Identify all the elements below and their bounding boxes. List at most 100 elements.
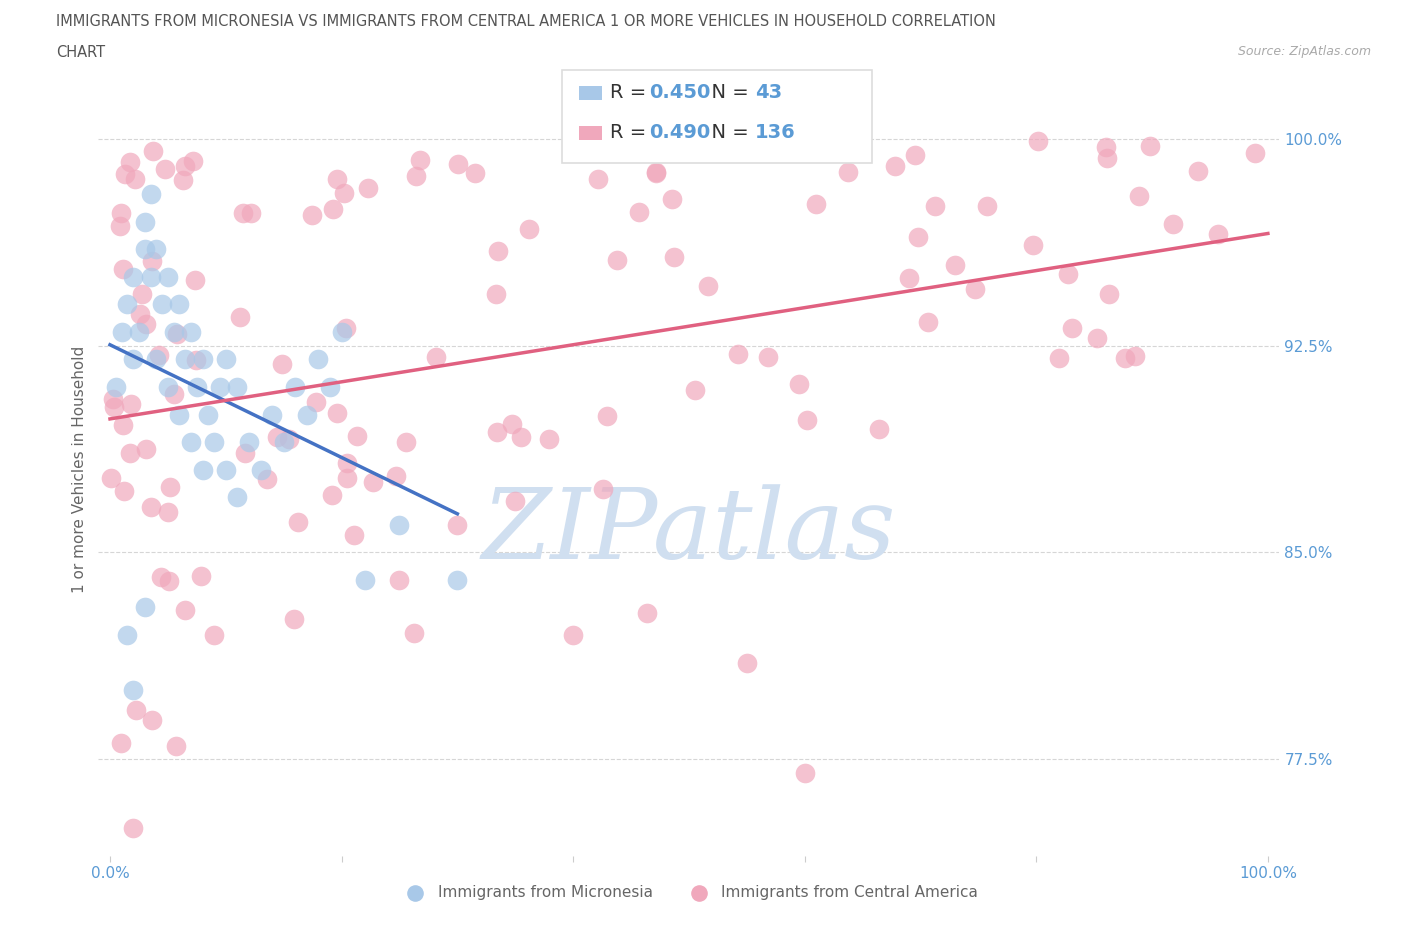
Point	[229, 309, 252, 324]
Point	[661, 192, 683, 206]
Point	[486, 244, 509, 259]
Point	[122, 683, 145, 698]
Text: 0.490: 0.490	[650, 124, 711, 142]
Point	[924, 198, 946, 213]
Point	[1206, 226, 1229, 241]
Point	[159, 480, 181, 495]
Point	[191, 462, 214, 477]
Point	[128, 325, 150, 339]
Point	[662, 250, 685, 265]
Point	[134, 242, 156, 257]
Point	[1098, 287, 1121, 302]
Point	[683, 382, 706, 397]
Point	[326, 171, 349, 186]
Point	[233, 445, 256, 460]
Point	[501, 417, 523, 432]
Point	[319, 379, 342, 394]
Point	[153, 162, 176, 177]
Point	[1139, 139, 1161, 153]
Point	[735, 656, 758, 671]
Point	[141, 253, 163, 268]
Text: CHART: CHART	[56, 45, 105, 60]
Point	[183, 272, 205, 287]
Point	[904, 147, 927, 162]
Point	[336, 471, 359, 485]
Point	[897, 271, 920, 286]
Point	[111, 261, 134, 276]
Point	[945, 258, 967, 272]
Point	[976, 198, 998, 213]
Point	[335, 455, 357, 470]
Point	[503, 494, 526, 509]
Point	[278, 432, 301, 446]
Point	[226, 490, 249, 505]
Point	[907, 229, 929, 244]
Point	[804, 197, 827, 212]
Text: IMMIGRANTS FROM MICRONESIA VS IMMIGRANTS FROM CENTRAL AMERICA 1 OR MORE VEHICLES: IMMIGRANTS FROM MICRONESIA VS IMMIGRANTS…	[56, 14, 995, 29]
Point	[333, 185, 356, 200]
Point	[796, 413, 818, 428]
Point	[388, 573, 411, 588]
Point	[122, 269, 145, 284]
Point	[139, 269, 162, 284]
Point	[756, 350, 779, 365]
Point	[322, 202, 344, 217]
Point	[343, 527, 366, 542]
Point	[174, 158, 197, 173]
Text: R =: R =	[610, 124, 652, 142]
Point	[110, 206, 132, 220]
Point	[120, 154, 142, 169]
Point	[256, 472, 278, 486]
Point	[446, 573, 468, 588]
Point	[301, 207, 323, 222]
Point	[238, 434, 260, 449]
Point	[166, 326, 188, 341]
Point	[149, 569, 172, 584]
Point	[447, 156, 470, 171]
Point	[190, 568, 212, 583]
Point	[592, 482, 614, 497]
Point	[145, 352, 167, 366]
Point	[287, 514, 309, 529]
Point	[111, 418, 134, 432]
Point	[202, 434, 225, 449]
Point	[1244, 145, 1267, 160]
Point	[135, 316, 157, 331]
Point	[395, 434, 418, 449]
Point	[191, 352, 214, 366]
Point	[239, 206, 262, 220]
Point	[124, 172, 146, 187]
Point	[446, 517, 468, 532]
Point	[122, 352, 145, 366]
Point	[644, 166, 666, 180]
Point	[1085, 330, 1108, 345]
Point	[787, 377, 810, 392]
Point	[1026, 134, 1049, 149]
Point	[145, 242, 167, 257]
Point	[307, 352, 329, 366]
Point	[117, 628, 139, 643]
Point	[156, 269, 179, 284]
Point	[186, 379, 208, 394]
Point	[363, 475, 385, 490]
Point	[1047, 351, 1070, 365]
Point	[304, 394, 326, 409]
Point	[134, 214, 156, 229]
Point	[273, 434, 295, 449]
Point	[1123, 349, 1146, 364]
Point	[1095, 150, 1118, 165]
Point	[1060, 321, 1083, 336]
Text: ZIPatlas: ZIPatlas	[482, 484, 896, 579]
Point	[112, 484, 135, 498]
Point	[1114, 351, 1136, 365]
Point	[1057, 267, 1080, 282]
Point	[215, 352, 238, 366]
Point	[174, 603, 197, 618]
Point	[181, 153, 204, 168]
Point	[184, 352, 207, 367]
Point	[215, 462, 238, 477]
Point	[157, 573, 180, 588]
Point	[793, 765, 815, 780]
Point	[510, 430, 533, 445]
Point	[114, 166, 136, 181]
